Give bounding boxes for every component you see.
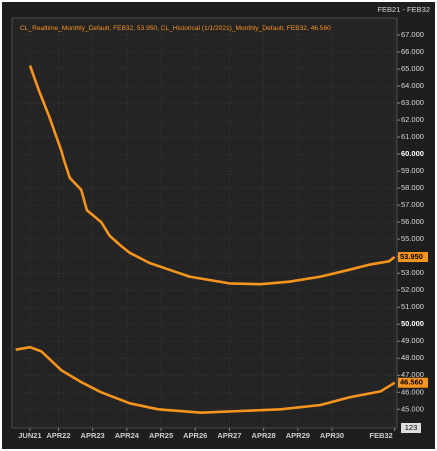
y-tick-label: 50.000 xyxy=(401,319,424,328)
y-tick-label: 45.000 xyxy=(401,404,424,413)
y-tick-label: 51.000 xyxy=(401,302,424,311)
x-tick-label: JUN21 xyxy=(18,431,41,440)
x-tick-label: APR22 xyxy=(46,431,70,440)
x-tick-label: APR28 xyxy=(252,431,276,440)
y-tick-label: 57.000 xyxy=(401,200,424,209)
y-tick-label: 67.000 xyxy=(401,30,424,39)
x-tick-label: APR27 xyxy=(217,431,241,440)
x-tick-label: APR25 xyxy=(149,431,173,440)
x-tick-label: APR30 xyxy=(320,431,344,440)
y-tick-label: 52.000 xyxy=(401,285,424,294)
y-tick-label: 59.000 xyxy=(401,166,424,175)
y-tick-label: 58.000 xyxy=(401,183,424,192)
x-tick-label: APR26 xyxy=(183,431,207,440)
y-tick-label: 63.000 xyxy=(401,98,424,107)
y-tick-label: 53.000 xyxy=(401,268,424,277)
value-label: 53.950 xyxy=(400,252,423,261)
badge-box xyxy=(401,423,421,433)
value-label-box xyxy=(398,377,428,388)
header: FEB21 - FEB32 xyxy=(377,5,430,14)
y-tick-label: 61.000 xyxy=(401,132,424,141)
y-tick-label: 66.000 xyxy=(401,47,424,56)
x-tick-label: FEB32 xyxy=(369,431,392,440)
plot-area xyxy=(11,17,398,429)
x-tick-label: APR23 xyxy=(81,431,105,440)
line-series xyxy=(28,65,396,286)
y-tick-label: 49.000 xyxy=(401,336,424,345)
value-label-box xyxy=(398,252,428,263)
x-tick-label: APR24 xyxy=(115,431,140,440)
legend-text: CL_Realtime_Monthly_Default, FEB32, 53.9… xyxy=(20,25,331,32)
y-tick-label: 55.000 xyxy=(401,234,424,243)
line-series xyxy=(15,345,396,415)
x-tick-label: APR29 xyxy=(286,431,310,440)
y-tick-label: 48.000 xyxy=(401,353,424,362)
y-tick-label: 64.000 xyxy=(401,81,424,90)
y-tick-label: 47.000 xyxy=(401,370,424,379)
value-label: 46.560 xyxy=(400,378,423,387)
badge: 123 xyxy=(405,423,418,432)
y-tick-label: 60.000 xyxy=(401,149,424,158)
y-tick-label: 46.000 xyxy=(401,387,424,396)
y-tick-label: 62.000 xyxy=(401,115,424,124)
y-tick-label: 56.000 xyxy=(401,217,424,226)
y-tick-label: 65.000 xyxy=(401,64,424,73)
